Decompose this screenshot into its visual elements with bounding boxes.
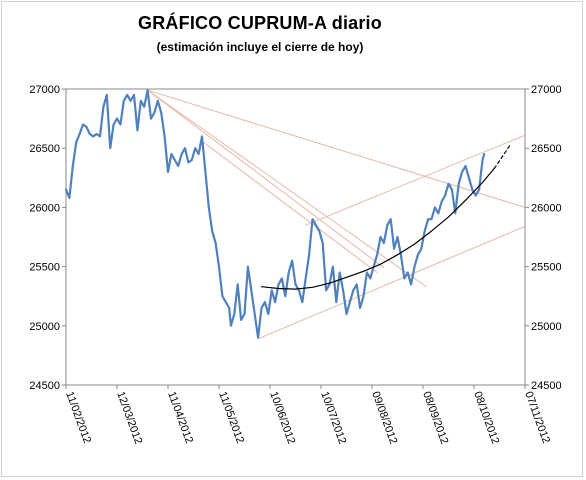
y-tick-label-left: 25000 <box>29 321 60 333</box>
y-tick-label-left: 25500 <box>29 262 60 274</box>
x-tick-label: 11/04/2012 <box>165 390 195 445</box>
trendline-1 <box>147 89 526 208</box>
chart-subtitle: (estimación incluye el cierre de hoy) <box>156 40 364 54</box>
y-tick-label-right: 26000 <box>531 202 562 214</box>
trendline-4 <box>201 140 378 273</box>
y-tick-label-left: 27000 <box>29 84 60 96</box>
series-layer <box>64 89 511 339</box>
y-tick-label-right: 26500 <box>531 143 562 155</box>
x-tick-label: 11/02/2012 <box>63 390 93 445</box>
trendlines-layer <box>147 89 526 340</box>
y-tick-label-right: 25500 <box>531 262 562 274</box>
chart-title: GRÁFICO CUPRUM-A diario <box>138 13 382 33</box>
x-tick-label: 08/10/2012 <box>471 390 501 446</box>
estimate-curve-line <box>260 167 495 290</box>
trendline-3 <box>147 89 385 269</box>
x-tick-label: 12/03/2012 <box>114 390 144 446</box>
trendline-5 <box>305 134 526 226</box>
x-tick-label: 11/05/2012 <box>216 390 246 445</box>
y-tick-label-right: 25000 <box>531 321 562 333</box>
y-tick-label-right: 24500 <box>531 380 562 392</box>
x-tick-label: 10/06/2012 <box>267 390 297 446</box>
estimate-projection-line <box>493 145 511 169</box>
x-tick-label: 08/09/2012 <box>420 390 450 446</box>
price-series-line <box>64 89 486 339</box>
y-tick-label-left: 26500 <box>29 143 60 155</box>
y-tick-label-right: 27000 <box>531 84 562 96</box>
plot-area <box>65 88 526 386</box>
x-tick-label: 10/07/2012 <box>318 390 348 446</box>
y-tick-label-left: 26000 <box>29 202 60 214</box>
trendline-2 <box>147 89 427 288</box>
x-tick-label: 07/11/2012 <box>522 390 552 445</box>
x-tick-label: 09/08/2012 <box>369 390 399 446</box>
trendline-6 <box>257 225 526 340</box>
y-tick-label-left: 24500 <box>29 380 60 392</box>
